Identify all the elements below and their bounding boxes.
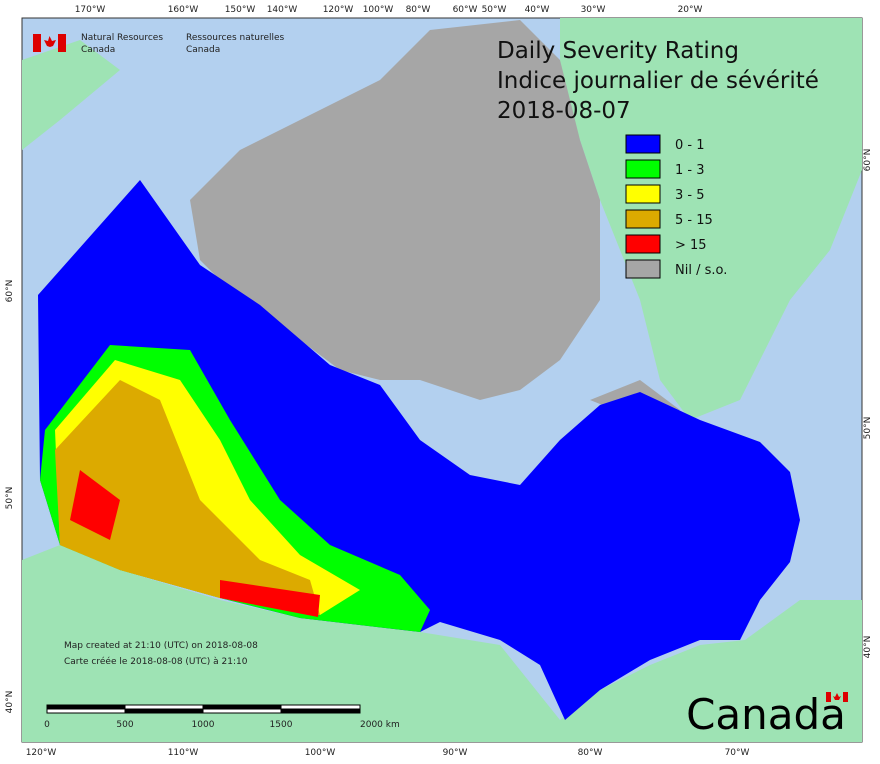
lon-label: 120°W: [26, 748, 57, 758]
lon-label: 170°W: [75, 5, 106, 15]
scale-label: 2000 km: [360, 720, 400, 730]
legend-swatch: [625, 234, 661, 254]
lat-label: 50°N: [863, 417, 873, 440]
lat-label: 60°N: [863, 149, 873, 172]
legend-label: Nil / s.o.: [675, 263, 727, 278]
scale-bar: [46, 704, 361, 714]
lon-label: 120°W: [323, 5, 354, 15]
lon-label: 60°W: [453, 5, 478, 15]
scale-label: 1500: [270, 720, 293, 730]
lon-label: 160°W: [168, 5, 199, 15]
credit: Map created at 21:10 (UTC) on 2018-08-08: [64, 641, 258, 651]
scale-labels: 0 500 1000 1500 2000 km: [44, 720, 400, 730]
title: Daily Severity Rating: [497, 38, 739, 64]
lon-label: 40°W: [525, 5, 550, 15]
scale-label: 0: [44, 720, 50, 730]
scale-label: 1000: [192, 720, 215, 730]
legend-label: 5 - 15: [675, 213, 713, 228]
lon-label: 150°W: [225, 5, 256, 15]
lon-label: 80°W: [578, 748, 603, 758]
lat-label: 40°N: [5, 691, 15, 714]
lat-label: 40°N: [863, 636, 873, 659]
legend: 0 - 1 1 - 3 3 - 5 5 - 15 > 15 Nil / s.o.: [625, 134, 727, 279]
credit: Carte créée le 2018-08-08 (UTC) à 21:10: [64, 656, 248, 667]
lon-label: 100°W: [363, 5, 394, 15]
agency-en: Natural Resources: [81, 33, 163, 43]
lon-label: 20°W: [678, 5, 703, 15]
agency: Natural Resources Canada Ressources natu…: [33, 33, 285, 55]
legend-label: 0 - 1: [675, 138, 705, 153]
lon-label: 140°W: [267, 5, 298, 15]
lat-label: 60°N: [5, 280, 15, 303]
legend-label: > 15: [675, 238, 707, 253]
legend-swatch: [625, 134, 661, 154]
lon-label: 110°W: [168, 748, 199, 758]
graticule: 170°W 160°W 150°W 140°W 120°W 100°W 80°W 60°W 50…: [5, 5, 873, 758]
land-other: [22, 18, 862, 742]
lon-label: 50°W: [482, 5, 507, 15]
fire-zones: [40, 345, 430, 632]
wordmark-text: Canada: [686, 690, 846, 739]
legend-label: 3 - 5: [675, 188, 705, 203]
agency-fr: Canada: [186, 45, 220, 55]
lon-label: 80°W: [406, 5, 431, 15]
wordmark: Canada: [686, 690, 848, 739]
lat-label: 50°N: [5, 487, 15, 510]
agency-en: Canada: [81, 45, 115, 55]
agency-fr: Ressources naturelles: [186, 33, 285, 43]
lon-label: 30°W: [581, 5, 606, 15]
lon-label: 90°W: [443, 748, 468, 758]
legend-swatch: [625, 209, 661, 229]
scale-label: 500: [116, 720, 133, 730]
lon-label: 100°W: [305, 748, 336, 758]
date: 2018-08-07: [497, 98, 631, 124]
legend-swatch: [625, 184, 661, 204]
title-fr: Indice journalier de sévérité: [497, 68, 819, 94]
legend-swatch: [625, 259, 661, 279]
lon-label: 70°W: [725, 748, 750, 758]
legend-label: 1 - 3: [675, 163, 705, 178]
legend-swatch: [625, 159, 661, 179]
